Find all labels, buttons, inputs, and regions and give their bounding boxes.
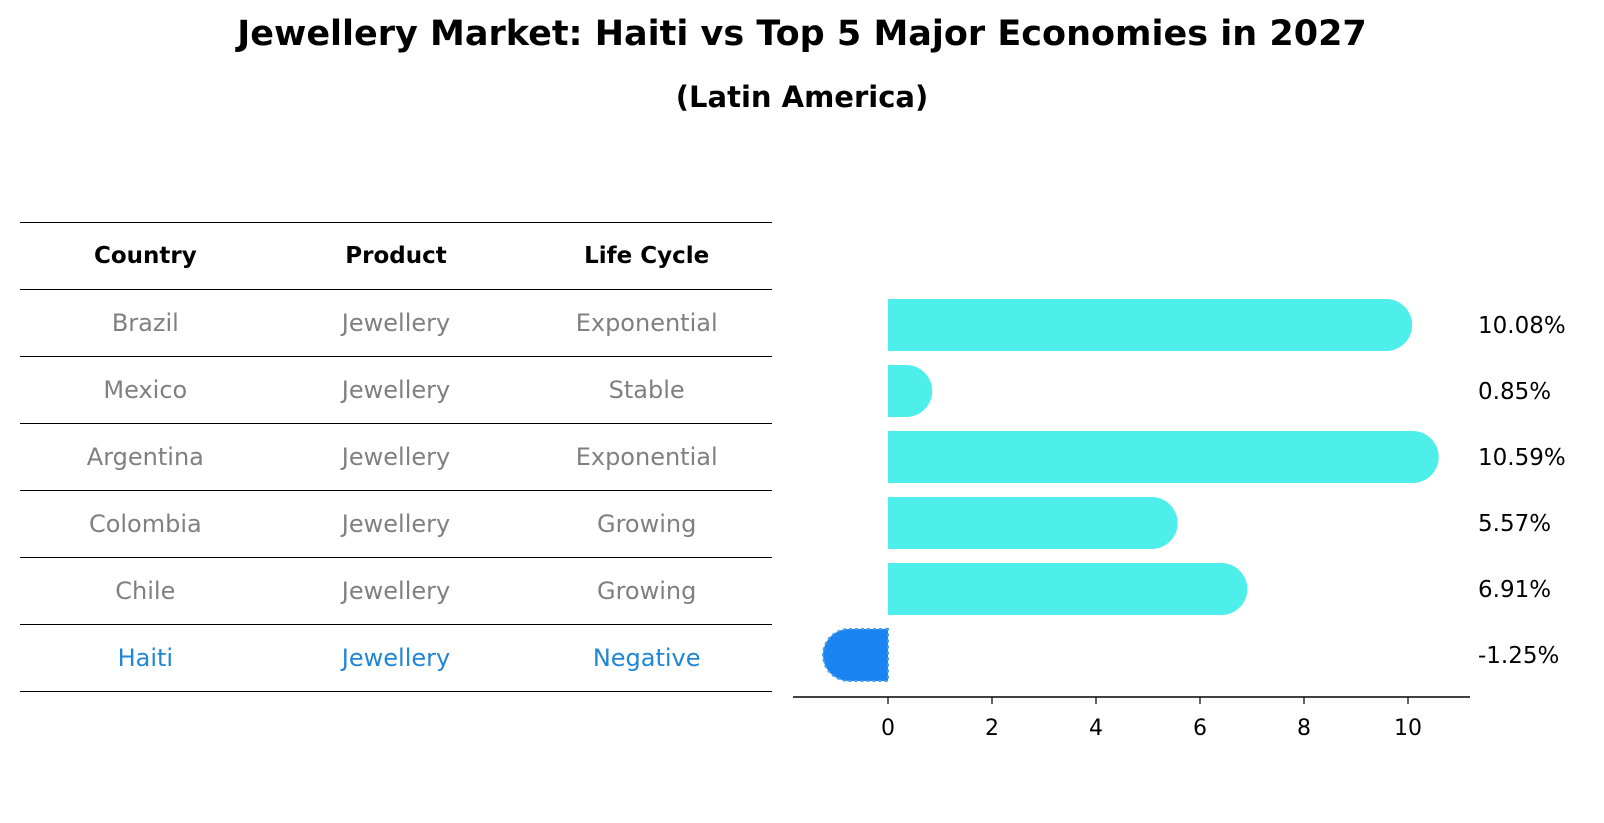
life-cycle-cell: Stable bbox=[608, 376, 685, 404]
x-tick-label: 2 bbox=[985, 716, 999, 741]
value-label-argentina: 10.59% bbox=[1478, 445, 1566, 471]
product-cell: Jewellery bbox=[341, 644, 451, 672]
life-cycle-cell: Growing bbox=[596, 510, 697, 538]
table-row: Mexico Jewellery Stable bbox=[20, 356, 772, 423]
country-cell: Colombia bbox=[88, 510, 202, 538]
header-life-cycle: Life Cycle bbox=[584, 243, 710, 269]
country-cell: Argentina bbox=[86, 443, 204, 471]
product-cell: Jewellery bbox=[341, 443, 451, 471]
table-row-highlight: Haiti Jewellery Negative bbox=[20, 624, 772, 692]
bar-mexico bbox=[888, 365, 933, 417]
bar-argentina bbox=[888, 431, 1439, 483]
bar-chile bbox=[888, 563, 1248, 615]
table-row: Colombia Jewellery Growing bbox=[20, 490, 772, 557]
x-tick-label: 4 bbox=[1089, 716, 1103, 741]
life-cycle-cell: Exponential bbox=[575, 443, 718, 471]
value-label-haiti: -1.25% bbox=[1478, 643, 1559, 669]
product-cell: Jewellery bbox=[341, 376, 451, 404]
country-cell: Brazil bbox=[111, 309, 179, 337]
bar-brazil bbox=[888, 299, 1413, 351]
value-label-brazil: 10.08% bbox=[1478, 313, 1566, 339]
value-label-mexico: 0.85% bbox=[1478, 379, 1551, 405]
x-tick-label: 0 bbox=[881, 716, 895, 741]
product-cell: Jewellery bbox=[341, 510, 451, 538]
bar-haiti bbox=[822, 628, 889, 682]
chart-subtitle: (Latin America) bbox=[675, 80, 929, 114]
life-cycle-cell: Exponential bbox=[575, 309, 718, 337]
life-cycle-cell: Negative bbox=[592, 644, 701, 672]
x-tick-label: 6 bbox=[1193, 716, 1207, 741]
x-tick-label: 10 bbox=[1394, 716, 1422, 741]
table-header-row: Country Product Life Cycle bbox=[20, 222, 772, 289]
country-cell: Haiti bbox=[117, 644, 174, 672]
bar-colombia bbox=[888, 497, 1178, 549]
life-cycle-cell: Growing bbox=[596, 577, 697, 605]
chart-title: Jewellery Market: Haiti vs Top 5 Major E… bbox=[237, 14, 1367, 54]
table-row: Chile Jewellery Growing bbox=[20, 557, 772, 624]
x-tick-label: 8 bbox=[1297, 716, 1311, 741]
product-cell: Jewellery bbox=[341, 309, 451, 337]
product-cell: Jewellery bbox=[341, 577, 451, 605]
table-row: Brazil Jewellery Exponential bbox=[20, 289, 772, 356]
data-table: Country Product Life Cycle Brazil Jewell… bbox=[20, 222, 772, 692]
country-cell: Chile bbox=[115, 577, 176, 605]
header-product: Product bbox=[345, 243, 447, 269]
value-label-colombia: 5.57% bbox=[1478, 511, 1551, 537]
table-row: Argentina Jewellery Exponential bbox=[20, 423, 772, 490]
value-label-chile: 6.91% bbox=[1478, 577, 1551, 603]
country-cell: Mexico bbox=[103, 376, 188, 404]
header-country: Country bbox=[93, 243, 197, 269]
